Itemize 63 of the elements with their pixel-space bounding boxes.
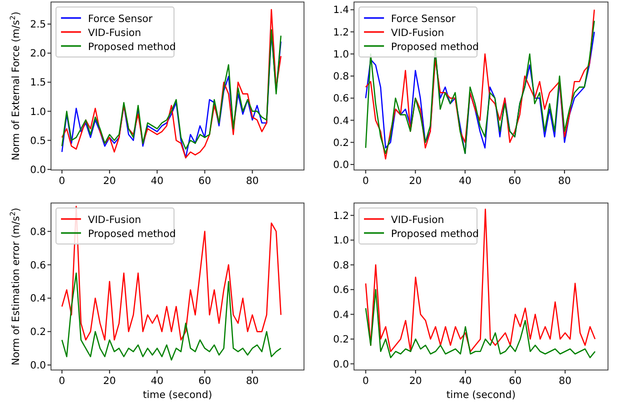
legend-label: VID-Fusion <box>391 215 444 226</box>
x-tick-label: 80 <box>558 176 571 187</box>
y-tick-label: 0.8 <box>333 72 349 83</box>
y-tick-label: 0.5 <box>30 136 46 147</box>
x-tick-label: 20 <box>409 376 422 387</box>
x-tick-label: 80 <box>246 376 259 387</box>
line-series <box>61 206 282 341</box>
x-axis-title: time (second) <box>142 390 212 401</box>
y-tick-label: 0.6 <box>30 260 46 272</box>
y-tick-label: 0.0 <box>333 160 349 171</box>
x-tick-label: 0 <box>58 376 66 387</box>
x-tick-label: 20 <box>103 176 116 187</box>
y-tick-label: 0.4 <box>333 116 349 127</box>
x-tick-label: 20 <box>409 176 422 187</box>
x-tick-label: 80 <box>246 176 259 187</box>
legend-label: VID-Fusion <box>88 28 142 39</box>
y-tick-label: 0.8 <box>333 260 349 272</box>
y-tick-label: 1.2 <box>333 210 349 222</box>
x-tick-label: 40 <box>150 176 164 187</box>
line-series <box>365 208 596 352</box>
legend-label: Proposed method <box>391 42 479 53</box>
y-tick-label: 0.6 <box>333 285 349 296</box>
x-tick-label: 0 <box>362 176 369 187</box>
legend-label: Proposed method <box>88 42 176 53</box>
y-tick-label: 2.5 <box>30 20 46 31</box>
y-tick-label: 0.0 <box>333 359 349 370</box>
legend-label: VID-Fusion <box>88 215 142 226</box>
line-series <box>61 8 282 158</box>
y-tick-label: 1.0 <box>333 236 349 247</box>
y-tick-label: 0.8 <box>30 226 46 238</box>
y-tick-label: 0.4 <box>30 294 46 305</box>
legend-label: Force Sensor <box>88 14 154 25</box>
x-axis-title: time (second) <box>446 390 516 401</box>
x-tick-label: 20 <box>103 376 116 387</box>
y-tick-label: 0.0 <box>30 164 46 176</box>
y-tick-label: 0.2 <box>333 334 349 346</box>
x-tick-label: 80 <box>558 376 572 387</box>
x-tick-label: 0 <box>58 176 66 187</box>
x-tick-label: 40 <box>458 176 472 187</box>
y-tick-label: 0.0 <box>30 360 46 372</box>
x-tick-label: 40 <box>459 376 472 387</box>
y-tick-label: 1.0 <box>30 106 46 118</box>
x-tick-label: 60 <box>508 376 522 387</box>
y-tick-label: 0.2 <box>30 327 46 338</box>
y-tick-label: 0.6 <box>333 94 349 105</box>
x-tick-label: 60 <box>198 376 212 387</box>
legend-label: VID-Fusion <box>391 28 444 39</box>
legend-label: Force Sensor <box>391 14 456 25</box>
y-tick-label: 1.5 <box>30 78 46 89</box>
legend-label: Proposed method <box>88 229 176 240</box>
line-series <box>61 272 282 361</box>
y-tick-label: 0.4 <box>333 310 349 321</box>
y-tick-label: 1.2 <box>333 27 349 38</box>
y-tick-label: 2.0 <box>30 48 46 60</box>
x-tick-label: 60 <box>508 176 522 187</box>
y-tick-label: 1.0 <box>333 49 349 60</box>
legend-label: Proposed method <box>391 229 479 240</box>
x-tick-label: 60 <box>198 176 212 187</box>
y-tick-label: 1.4 <box>333 5 349 16</box>
line-series <box>365 288 596 358</box>
y-tick-label: 0.2 <box>333 138 349 149</box>
x-tick-label: 0 <box>362 376 369 387</box>
x-tick-label: 40 <box>150 376 164 387</box>
